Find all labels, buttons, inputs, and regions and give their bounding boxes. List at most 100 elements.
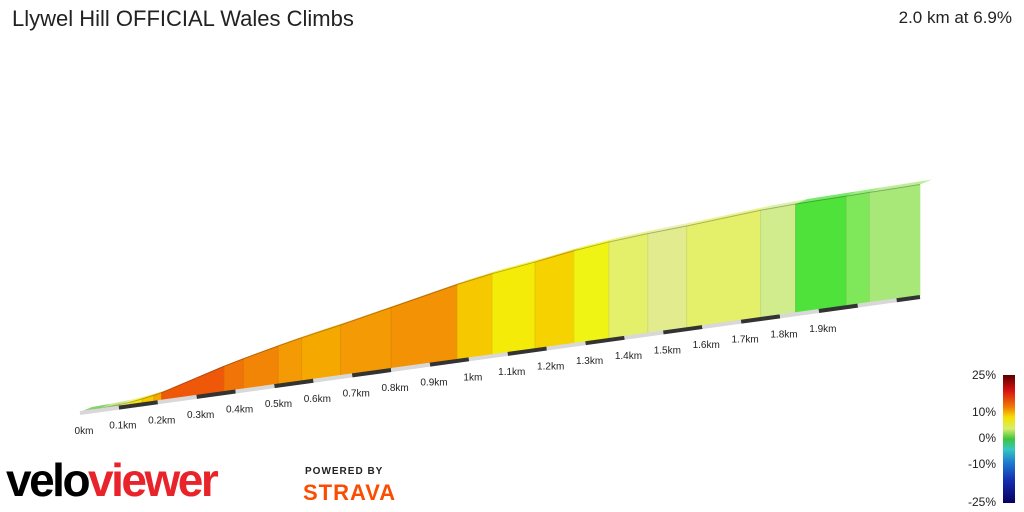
- segment-top-face: [492, 257, 547, 274]
- x-tick-label: 0.2km: [148, 415, 175, 426]
- x-tick-label: 1.4km: [615, 351, 642, 362]
- axis-dash: [79, 405, 120, 415]
- gradient-segment: [491, 261, 536, 356]
- axis-dash: [546, 341, 586, 351]
- segment-top-face: [118, 397, 143, 405]
- axis-dash: [663, 325, 703, 335]
- x-tick-label: 1.5km: [654, 345, 681, 356]
- legend-label: 25%: [972, 368, 996, 382]
- x-tick-label: 0.7km: [343, 388, 370, 399]
- segment-top-face: [142, 390, 166, 399]
- axis-dash: [701, 319, 742, 330]
- segment-top-face: [573, 236, 621, 251]
- segment-top-face: [223, 353, 256, 367]
- x-tick-label: 1.1km: [498, 367, 525, 378]
- segment-top-face: [686, 205, 773, 227]
- axis-dash: [896, 295, 921, 303]
- axis-dash: [624, 330, 664, 340]
- segment-top-edge: [153, 392, 162, 396]
- x-tick-label: 1.3km: [576, 356, 603, 367]
- x-tick-label: 1.8km: [770, 329, 797, 340]
- axis-dash: [274, 378, 314, 389]
- axis-dash: [740, 314, 781, 324]
- segment-top-edge: [161, 365, 225, 394]
- gradient-segment: [608, 233, 649, 340]
- strava-logo[interactable]: STRAVA: [303, 480, 397, 505]
- segment-top-edge: [869, 183, 921, 193]
- gradient-segment: [795, 195, 847, 314]
- x-tick-label: 1km: [463, 372, 482, 383]
- segment-top-edge: [301, 324, 341, 339]
- segment-top-face: [340, 302, 404, 326]
- svg-text:veloviewer: veloviewer: [6, 454, 219, 504]
- segment-top-face: [99, 399, 131, 409]
- gradient-legend: 25% 10% 0% -10% -25%: [968, 368, 1015, 509]
- segment-top-edge: [278, 337, 302, 347]
- segment-top-edge: [608, 233, 648, 243]
- axis-dash: [235, 384, 275, 394]
- axis-dash: [507, 346, 547, 356]
- segment-top-edge: [223, 358, 244, 367]
- segment-top-edge: [686, 209, 761, 227]
- veloviewer-logo[interactable]: veloviewer: [6, 452, 296, 509]
- legend-label: 10%: [972, 405, 996, 419]
- gradient-segment: [223, 358, 244, 393]
- axis-dash: [857, 298, 897, 308]
- segment-top-face: [795, 191, 859, 205]
- segment-top-edge: [142, 394, 155, 400]
- x-tick-label: 1.6km: [693, 340, 720, 351]
- x-tick-label: 0.5km: [265, 399, 292, 410]
- segment-top-face: [243, 340, 291, 359]
- profile-top-edge: [79, 179, 932, 413]
- segment-top-face: [535, 245, 586, 263]
- segment-top-edge: [457, 273, 493, 285]
- segment-top-edge: [647, 225, 687, 235]
- segment-top-edge: [760, 203, 796, 211]
- segment-top-edge: [573, 241, 610, 252]
- gradient-segment: [340, 307, 392, 377]
- axis-dash: [313, 373, 353, 383]
- gradient-segment: [456, 273, 493, 361]
- segment-top-edge: [118, 401, 131, 406]
- axis-dash: [429, 357, 470, 367]
- segment-top-edge: [243, 345, 279, 360]
- page-title: Llywel Hill OFFICIAL Wales Climbs: [12, 6, 354, 31]
- gradient-segment: [869, 184, 921, 304]
- segment-top-face: [301, 320, 353, 338]
- axis-dash: [118, 400, 159, 410]
- x-tick-label: 1.7km: [731, 335, 758, 346]
- gradient-segment: [301, 324, 341, 382]
- legend-color-bar: [1003, 375, 1015, 503]
- axis-dash: [351, 368, 392, 378]
- segment-top-face: [161, 361, 236, 393]
- segment-top-face: [760, 199, 808, 211]
- veloviewer-wordmark: veloviewer: [6, 454, 221, 506]
- segment-top-edge: [390, 284, 458, 308]
- distance-axis: [79, 295, 921, 415]
- x-tick-label: 0.6km: [304, 394, 331, 405]
- x-tick-label: 0km: [75, 426, 94, 437]
- gradient-segment: [760, 203, 796, 319]
- axis-dash: [196, 389, 236, 399]
- x-tick-label: 0.9km: [420, 378, 447, 389]
- gradient-segment: [845, 192, 870, 307]
- climb-summary: 2.0 km at 6.9%: [898, 8, 1012, 27]
- x-tick-labels: 0km 0.1km 0.2km 0.3km 0.4km 0.5km 0.6km 0.7km 0.…: [75, 324, 837, 437]
- segment-top-edge: [846, 191, 870, 197]
- legend-label: -25%: [968, 495, 996, 509]
- gradient-segments: [79, 184, 921, 413]
- x-tick-label: 0.8km: [381, 383, 408, 394]
- x-tick-label: 1.2km: [537, 362, 564, 373]
- x-tick-label: 0.3km: [187, 410, 214, 421]
- legend-label: 0%: [979, 431, 997, 445]
- axis-dash: [390, 362, 431, 373]
- gradient-segment: [573, 241, 610, 345]
- segment-top-edge: [492, 261, 536, 275]
- segment-top-face: [846, 187, 882, 197]
- x-tick-label: 1.9km: [809, 324, 836, 335]
- segment-top-face: [869, 179, 932, 193]
- segment-top-edge: [130, 398, 143, 403]
- axis-dash: [468, 351, 509, 362]
- axis-dash: [585, 335, 625, 346]
